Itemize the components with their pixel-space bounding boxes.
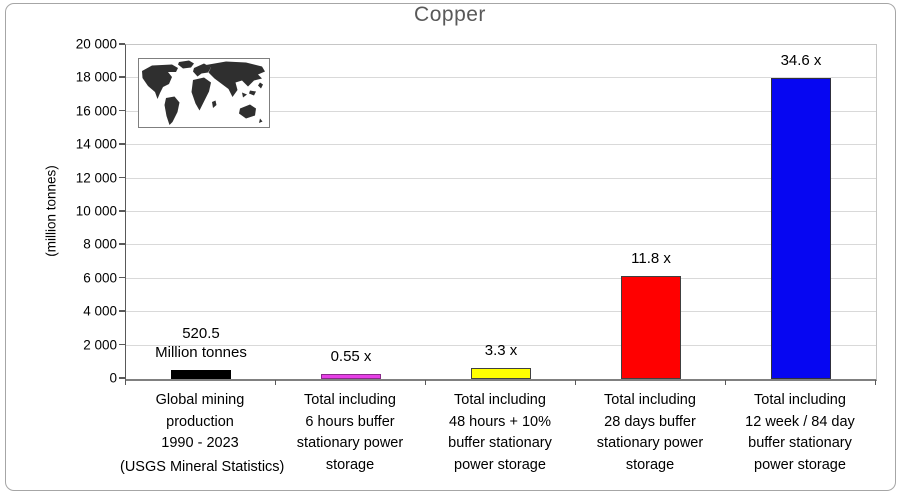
category-label: Total including 28 days buffer stationary … <box>570 390 730 476</box>
y-axis-tick <box>119 243 125 245</box>
y-tick-label: 16 000 <box>75 103 117 119</box>
bar-value-label-line: 520.5 <box>182 325 220 343</box>
gridline <box>126 177 876 179</box>
map-asia <box>206 61 265 97</box>
category-label-line: buffer stationary <box>748 435 852 451</box>
category-label-line: stationary power <box>296 435 404 451</box>
category-label-line: Total including <box>604 392 696 408</box>
bar-value-label-line: 3.3 x <box>484 341 518 359</box>
category-label-line: storage <box>625 456 675 473</box>
y-tick-label: 18 000 <box>75 69 117 85</box>
y-tick-label: 10 000 <box>75 203 117 219</box>
category-label: Global mining production 1990 - 2023 (USGS … <box>120 390 285 478</box>
y-axis-tick <box>119 176 125 179</box>
category-label-line: Total including <box>754 392 846 408</box>
gridline <box>126 77 876 79</box>
map-australia <box>239 104 256 119</box>
plot-area: 520.5 Million tonnes 0.55 x 3.3 x 11.8 x 34.6… <box>125 44 877 381</box>
bar <box>171 370 231 379</box>
bar <box>471 367 531 379</box>
y-tick-label: 20 000 <box>75 36 117 52</box>
bar-value-label: 520.5 Million tonnes <box>116 324 286 362</box>
category-label-line: production <box>166 413 234 430</box>
category-label-line: 1990 - 2023 <box>161 435 239 451</box>
category-label: Total including 48 hours + 10% buffer stat… <box>420 390 580 476</box>
gridline <box>126 110 876 112</box>
bar-value-label-line: 34.6 x <box>780 52 822 70</box>
gridline <box>126 344 876 346</box>
map-greenland <box>178 60 194 69</box>
x-axis-tick <box>574 380 576 385</box>
gridline <box>126 311 876 313</box>
category-label-line: Total including <box>454 392 546 408</box>
gridline <box>126 144 876 146</box>
bar <box>321 374 381 379</box>
map-new-zealand <box>259 118 263 123</box>
map-africa <box>191 77 211 111</box>
map-north-america <box>142 64 178 99</box>
y-axis-tick <box>119 210 125 212</box>
y-axis-tick <box>119 377 125 379</box>
category-label-line: 48 hours + 10% <box>449 413 551 430</box>
world-map-image <box>138 58 270 128</box>
map-europe <box>193 63 211 77</box>
y-tick-label: 2 000 <box>83 337 117 353</box>
map-south-america <box>164 96 180 125</box>
bar-value-label: 3.3 x <box>416 341 586 360</box>
x-axis-tick <box>424 380 426 385</box>
gridline <box>126 277 876 279</box>
category-label-line: 6 hours buffer <box>305 413 395 430</box>
map-japan <box>258 82 263 89</box>
x-axis-tick <box>874 380 876 385</box>
category-label-line: Global mining <box>155 392 245 408</box>
bar-value-label-line: 0.55 x <box>330 348 372 366</box>
gridline <box>126 244 876 246</box>
bar <box>621 276 681 379</box>
y-axis-tick <box>119 76 125 78</box>
y-tick-label: 12 000 <box>75 170 117 186</box>
y-tick-label: 4 000 <box>83 303 117 319</box>
category-label-line: stationary power <box>596 435 704 451</box>
bar-value-label-line: Million tonnes <box>155 344 247 362</box>
y-axis-tick <box>119 310 125 312</box>
y-axis-tick <box>119 43 125 45</box>
bar-value-label-line: 11.8 x <box>631 250 671 268</box>
category-label-line: power storage <box>454 456 546 473</box>
y-axis-tick <box>119 343 125 346</box>
source-note: (USGS Mineral Statistics) <box>120 458 285 475</box>
category-label: Total including 6 hours buffer stationary … <box>270 390 430 476</box>
y-axis-tick <box>119 143 125 145</box>
x-axis-tick <box>124 380 126 385</box>
y-tick-label: 6 000 <box>83 270 117 286</box>
category-label-line: 12 week / 84 day <box>745 413 855 430</box>
world-map-icon <box>142 60 265 125</box>
category-label-line: buffer stationary <box>448 435 552 451</box>
bar-value-label: 0.55 x <box>266 347 436 366</box>
x-axis-tick <box>724 380 726 385</box>
category-label: Total including 12 week / 84 day buffer st… <box>720 390 880 476</box>
map-madagascar <box>212 100 217 108</box>
map-indonesia <box>242 90 256 98</box>
y-axis-tick <box>119 276 125 279</box>
y-tick-label: 0 <box>109 370 117 386</box>
y-axis-tick <box>119 109 125 112</box>
y-tick-label: 8 000 <box>83 236 117 252</box>
x-axis-tick <box>274 380 276 385</box>
gridline <box>126 211 876 212</box>
y-tick-label: 14 000 <box>75 136 117 152</box>
category-label-line: storage <box>325 456 375 473</box>
chart-title: Copper <box>414 3 486 26</box>
category-label-line: Total including <box>304 392 396 408</box>
category-label-line: 28 days buffer <box>604 413 696 430</box>
bar-value-label: 34.6 x <box>716 51 886 70</box>
bar <box>771 78 831 379</box>
bar-value-label: 11.8 x <box>566 249 736 268</box>
category-label-line: power storage <box>754 456 846 473</box>
